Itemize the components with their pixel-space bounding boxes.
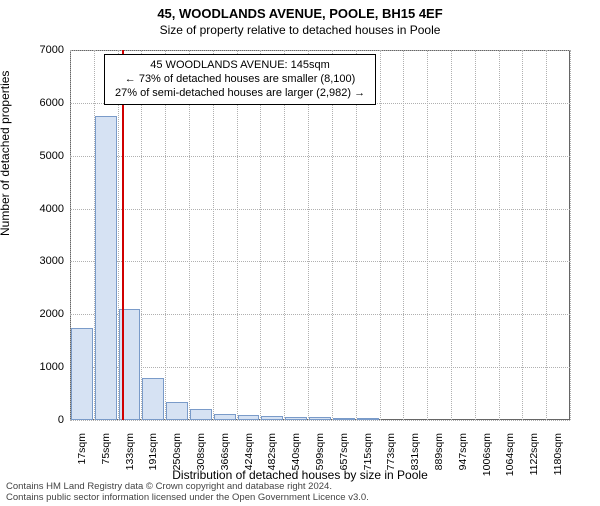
bar (238, 415, 260, 420)
gridline-v (284, 50, 285, 420)
gridline-h (70, 367, 570, 368)
info-line-1: 45 WOODLANDS AVENUE: 145sqm (115, 59, 365, 73)
page-subtitle: Size of property relative to detached ho… (0, 23, 600, 37)
info-line-2: ← 73% of detached houses are smaller (8,… (115, 73, 365, 87)
gridline-v (451, 50, 452, 420)
y-tick: 0 (4, 414, 64, 426)
bar (142, 378, 164, 420)
gridline-h (70, 261, 570, 262)
y-tick: 2000 (4, 308, 64, 320)
y-tick: 6000 (4, 97, 64, 109)
gridline-v (522, 50, 523, 420)
bar (95, 116, 117, 420)
x-tick: 1006sqm (481, 433, 493, 493)
gridline-v (570, 50, 571, 420)
gridline-h (70, 50, 570, 51)
gridline-v (189, 50, 190, 420)
x-tick: 947sqm (457, 433, 469, 493)
gridline-v (260, 50, 261, 420)
bar (285, 417, 307, 420)
x-tick: 773sqm (385, 433, 397, 493)
gridline-h (70, 156, 570, 157)
x-tick: 1122sqm (528, 433, 540, 493)
gridline-v (499, 50, 500, 420)
y-tick: 4000 (4, 203, 64, 215)
bar (333, 418, 355, 420)
plot-rect (70, 50, 570, 420)
chart-area (70, 50, 570, 420)
x-tick: 1180sqm (552, 433, 564, 493)
page-title: 45, WOODLANDS AVENUE, POOLE, BH15 4EF (0, 6, 600, 22)
gridline-v (308, 50, 309, 420)
bar (214, 414, 236, 420)
bar (357, 418, 379, 420)
x-tick: 1064sqm (504, 433, 516, 493)
gridline-v (332, 50, 333, 420)
y-tick: 5000 (4, 150, 64, 162)
info-box: 45 WOODLANDS AVENUE: 145sqm ← 73% of det… (104, 54, 376, 105)
gridline-v (237, 50, 238, 420)
gridline-v (141, 50, 142, 420)
x-axis-label: Distribution of detached houses by size … (0, 468, 600, 482)
gridline-v (546, 50, 547, 420)
gridline-v (427, 50, 428, 420)
gridline-v (475, 50, 476, 420)
reference-line-mark (122, 50, 124, 420)
info-line-3: 27% of semi-detached houses are larger (… (115, 87, 365, 101)
gridline-v (380, 50, 381, 420)
y-tick: 1000 (4, 361, 64, 373)
gridline-h (70, 420, 570, 421)
bar (309, 417, 331, 420)
gridline-v (165, 50, 166, 420)
bar (166, 402, 188, 421)
gridline-v (403, 50, 404, 420)
gridline-h (70, 314, 570, 315)
bar (71, 328, 93, 421)
footer: Contains HM Land Registry data © Crown c… (6, 482, 369, 504)
y-tick: 7000 (4, 44, 64, 56)
x-tick: 831sqm (409, 433, 421, 493)
bar (261, 416, 283, 420)
y-tick: 3000 (4, 255, 64, 267)
x-tick: 889sqm (433, 433, 445, 493)
footer-line-2: Contains public sector information licen… (6, 493, 369, 504)
gridline-v (213, 50, 214, 420)
bar (190, 409, 212, 420)
gridline-h (70, 209, 570, 210)
gridline-v (356, 50, 357, 420)
